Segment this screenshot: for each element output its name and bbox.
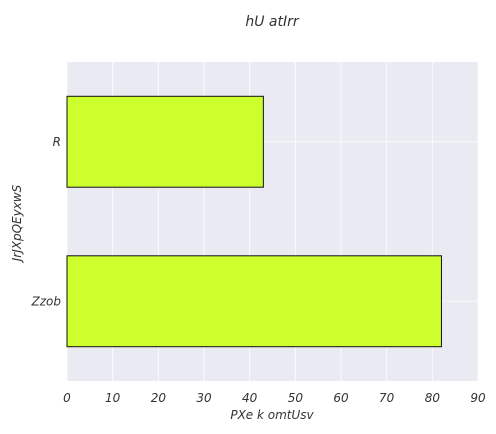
x-tick-label: 70	[379, 391, 395, 405]
x-tick-label: 60	[333, 391, 349, 405]
x-tick-label: 10	[105, 391, 121, 405]
bar-r	[67, 96, 263, 187]
y-tick-label: R	[53, 135, 61, 149]
y-tick-labels: R Zzob	[31, 135, 62, 309]
x-tick-label: 0	[63, 391, 71, 405]
x-tick-labels: 0 10 20 30 40 50 60 70 80 90	[63, 391, 486, 405]
y-tick-label: Zzob	[31, 294, 62, 308]
bar-zzob	[67, 256, 441, 347]
chart-title: hU atIrr	[245, 14, 300, 30]
x-tick-label: 30	[196, 391, 212, 405]
y-axis-label: JrJXpQEyxwS	[10, 184, 24, 263]
x-tick-label: 90	[470, 391, 486, 405]
x-tick-label: 20	[151, 391, 167, 405]
x-tick-label: 50	[288, 391, 304, 405]
x-tick-label: 80	[425, 391, 441, 405]
x-axis-label: PXe k omtUsv	[230, 408, 314, 422]
x-tick-label: 40	[242, 391, 258, 405]
